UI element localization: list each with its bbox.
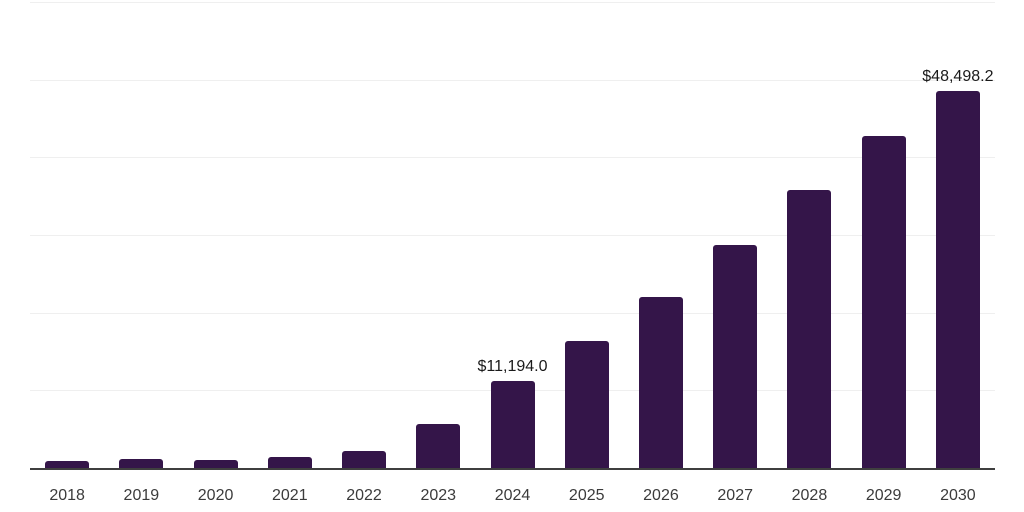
x-tick-2028: 2028 xyxy=(791,487,828,504)
bar-2023 xyxy=(416,423,461,468)
x-tick-2021: 2021 xyxy=(272,487,308,504)
x-tick-2029: 2029 xyxy=(865,487,902,504)
plot-area: $11,194.0 $48,498.2 xyxy=(30,2,995,468)
x-axis-line xyxy=(30,468,995,470)
bar-2021 xyxy=(267,457,312,468)
bar-2019 xyxy=(119,459,164,468)
x-tick-2023: 2023 xyxy=(420,487,457,504)
bar-2026 xyxy=(638,297,683,468)
bar-value-label-2024: $11,194.0 xyxy=(477,358,548,376)
x-tick-2027: 2027 xyxy=(717,487,753,504)
x-tick-2026: 2026 xyxy=(643,487,679,504)
gridline-50000 xyxy=(30,79,995,81)
bar-2027 xyxy=(713,245,758,468)
gridline-60000 xyxy=(30,2,995,3)
bar-2024 xyxy=(490,381,535,468)
bar-2030 xyxy=(935,91,980,468)
gridline-40000 xyxy=(30,157,995,159)
bar-2018 xyxy=(45,461,90,468)
bar-2025 xyxy=(564,340,609,468)
x-tick-2030: 2030 xyxy=(940,487,976,504)
x-tick-2022: 2022 xyxy=(346,487,382,504)
bar-2020 xyxy=(193,459,238,468)
x-tick-2019: 2019 xyxy=(123,487,160,504)
bar-value-label-2030: $48,498.2 xyxy=(922,68,994,86)
gridline-20000 xyxy=(30,312,995,314)
x-tick-2020: 2020 xyxy=(197,487,234,504)
bar-2029 xyxy=(861,135,906,468)
x-tick-2025: 2025 xyxy=(568,487,605,504)
x-tick-2018: 2018 xyxy=(49,487,85,504)
bar-2028 xyxy=(787,189,832,468)
gridline-30000 xyxy=(30,235,995,236)
x-tick-2024: 2024 xyxy=(494,487,531,504)
x-axis-ticks: 2018 2019 2020 2021 2022 2023 2024 2025 2026 2027… xyxy=(30,486,995,508)
bar-2022 xyxy=(342,451,387,468)
